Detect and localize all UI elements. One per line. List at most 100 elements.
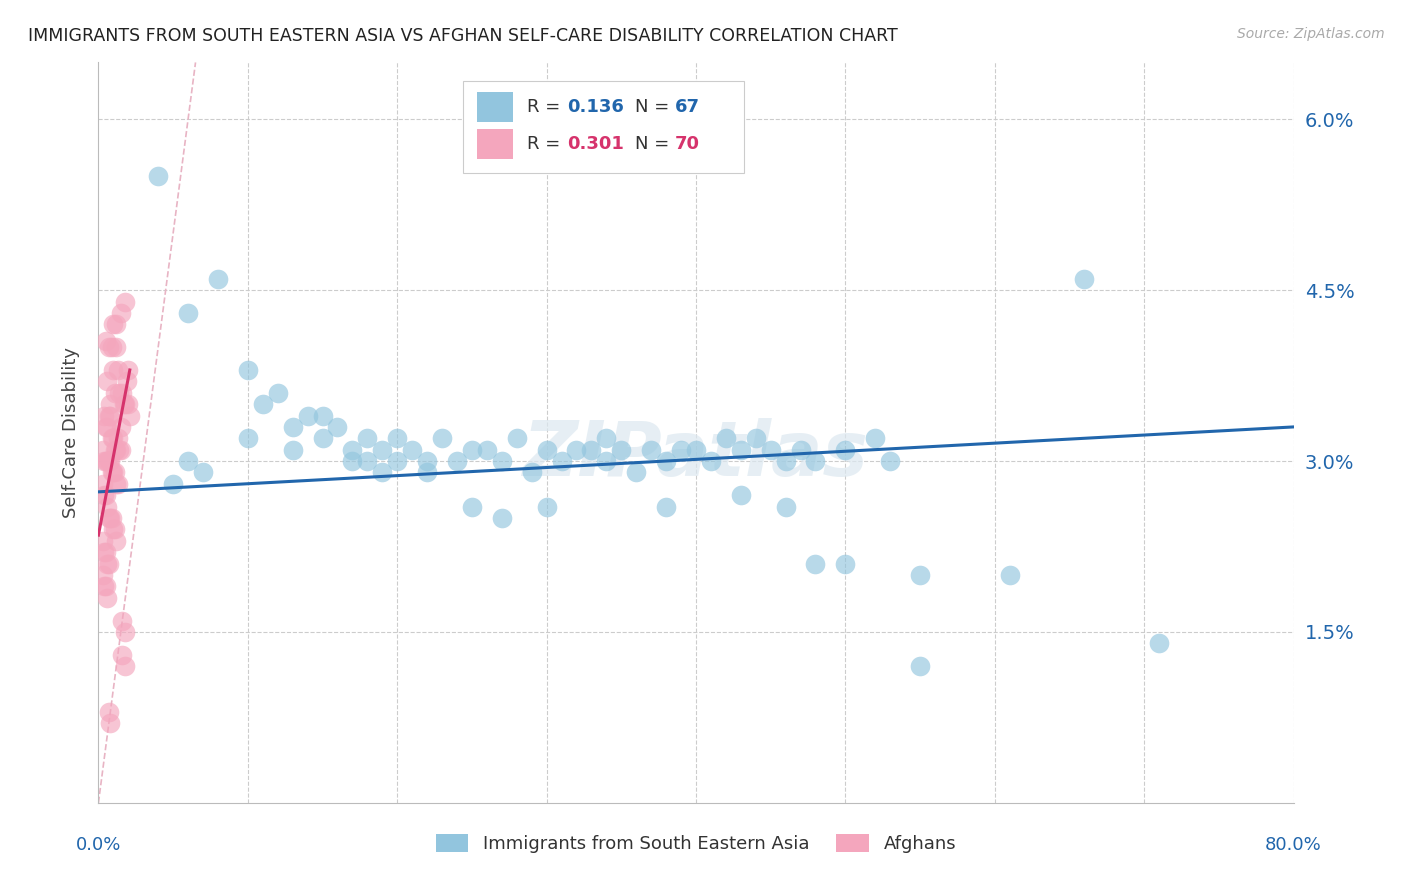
Point	[107, 431, 129, 445]
Point	[110, 442, 132, 457]
Point	[98, 454, 122, 468]
Point	[626, 466, 648, 480]
Point	[536, 442, 558, 457]
Point	[908, 659, 931, 673]
Point	[110, 420, 132, 434]
Point	[91, 568, 114, 582]
Point	[94, 545, 117, 559]
Point	[162, 476, 184, 491]
Point	[114, 294, 136, 309]
Point	[342, 454, 364, 468]
Point	[114, 397, 136, 411]
Point	[107, 363, 129, 377]
Point	[879, 454, 901, 468]
Point	[385, 454, 409, 468]
Point	[281, 420, 304, 434]
Point	[94, 420, 117, 434]
Point	[97, 454, 120, 468]
Point	[640, 442, 662, 457]
Point	[91, 476, 114, 491]
Point	[506, 431, 529, 445]
Point	[98, 397, 122, 411]
Point	[371, 466, 394, 480]
Point	[97, 557, 120, 571]
Point	[101, 431, 124, 445]
Point	[96, 454, 118, 468]
Point	[93, 488, 115, 502]
Point	[446, 454, 468, 468]
Point	[101, 340, 124, 354]
Point	[117, 397, 139, 411]
Point	[94, 488, 117, 502]
Point	[714, 431, 737, 445]
Point	[669, 442, 692, 457]
Point	[461, 442, 484, 457]
Point	[103, 466, 125, 480]
Point	[236, 431, 259, 445]
Point	[98, 511, 122, 525]
Point	[94, 454, 117, 468]
Point	[103, 363, 125, 377]
Point	[908, 568, 931, 582]
Point	[91, 442, 114, 457]
Point	[97, 705, 120, 719]
Point	[595, 454, 617, 468]
Point	[108, 385, 131, 400]
Point	[789, 442, 811, 457]
Point	[110, 306, 132, 320]
Point	[105, 318, 128, 332]
Point	[103, 523, 125, 537]
Point	[834, 557, 856, 571]
Point	[97, 409, 120, 423]
Point	[491, 454, 513, 468]
Point	[191, 466, 214, 480]
Point	[111, 614, 134, 628]
Point	[104, 442, 127, 457]
Text: ZIPatlas: ZIPatlas	[523, 417, 869, 491]
Point	[461, 500, 484, 514]
Point	[430, 431, 453, 445]
Point	[114, 624, 136, 639]
Point	[105, 340, 128, 354]
Point	[104, 523, 127, 537]
Point	[491, 511, 513, 525]
Point	[804, 454, 827, 468]
Point	[536, 500, 558, 514]
Point	[581, 442, 603, 457]
Point	[416, 454, 439, 468]
Point	[520, 466, 543, 480]
Point	[610, 442, 633, 457]
Point	[1147, 636, 1170, 650]
Point	[475, 442, 498, 457]
FancyBboxPatch shape	[463, 81, 744, 173]
Y-axis label: Self-Care Disability: Self-Care Disability	[62, 347, 80, 518]
Point	[148, 169, 170, 184]
FancyBboxPatch shape	[477, 92, 513, 121]
Point	[93, 409, 115, 423]
Point	[685, 442, 707, 457]
Point	[118, 409, 141, 423]
Text: N =: N =	[636, 135, 675, 153]
Point	[565, 442, 588, 457]
Point	[326, 420, 349, 434]
Point	[94, 334, 117, 349]
Point	[104, 466, 127, 480]
Text: 70: 70	[675, 135, 699, 153]
Point	[655, 500, 678, 514]
Point	[550, 454, 572, 468]
Point	[96, 420, 118, 434]
Point	[834, 442, 856, 457]
Text: 80.0%: 80.0%	[1265, 836, 1322, 855]
Point	[416, 466, 439, 480]
Text: 0.301: 0.301	[567, 135, 624, 153]
Point	[998, 568, 1021, 582]
Text: Source: ZipAtlas.com: Source: ZipAtlas.com	[1237, 27, 1385, 41]
Point	[775, 454, 797, 468]
Point	[97, 340, 120, 354]
Text: 67: 67	[675, 98, 699, 116]
Point	[281, 442, 304, 457]
Point	[98, 409, 122, 423]
Point	[356, 454, 378, 468]
Point	[267, 385, 290, 400]
Point	[804, 557, 827, 571]
